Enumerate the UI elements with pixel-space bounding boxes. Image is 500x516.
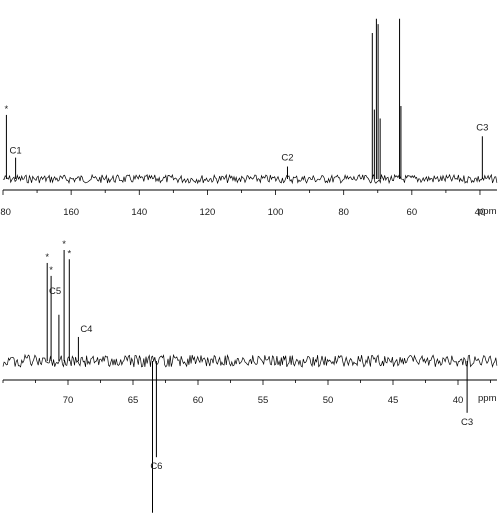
x-axis-unit-label: ppm xyxy=(478,393,497,404)
x-axis-ticks: 180 160 140 120 100 80 60 40 xyxy=(0,190,485,218)
peak-star-marker: * xyxy=(62,239,66,250)
peak-label: C3 xyxy=(476,122,488,133)
full-range-spectrum: * C1 C2 C3 180 160 140 120 100 80 60 40 ppm xyxy=(0,18,498,218)
tick-label: 70 xyxy=(63,395,74,406)
peak-group: * C1 C2 C3 xyxy=(5,18,488,179)
tick-label: 65 xyxy=(128,395,139,406)
baseline-noise xyxy=(2,353,498,369)
tick-label: 60 xyxy=(193,395,204,406)
tick-label: 55 xyxy=(258,395,269,406)
tick-label: 120 xyxy=(199,207,215,218)
tick-label: 45 xyxy=(388,395,399,406)
tick-label: 60 xyxy=(407,207,418,218)
peak-star-marker: * xyxy=(45,252,49,263)
peak-star-marker: * xyxy=(67,248,71,259)
peak-label: C5 xyxy=(49,286,61,297)
x-axis-unit-label: ppm xyxy=(478,206,497,217)
peak-label: C2 xyxy=(281,153,293,164)
peak-label: C4 xyxy=(80,324,92,335)
tick-label: 180 xyxy=(0,207,11,218)
baseline-noise xyxy=(2,173,498,185)
tick-label: 40 xyxy=(475,207,486,218)
tick-label: 80 xyxy=(338,207,349,218)
peak-label: C6 xyxy=(150,461,162,472)
peak-star-marker: * xyxy=(49,265,53,276)
tick-label: 140 xyxy=(131,207,147,218)
peak-label: C3 xyxy=(461,417,473,428)
peak-star-marker: * xyxy=(5,104,9,115)
peak-label: C1 xyxy=(10,146,22,157)
tick-label: 100 xyxy=(268,207,284,218)
x-axis-ticks: 70 65 60 55 50 45 40 xyxy=(2,380,491,406)
tick-label: 160 xyxy=(63,207,79,218)
tick-label: 40 xyxy=(453,395,464,406)
tick-label: 50 xyxy=(323,395,334,406)
